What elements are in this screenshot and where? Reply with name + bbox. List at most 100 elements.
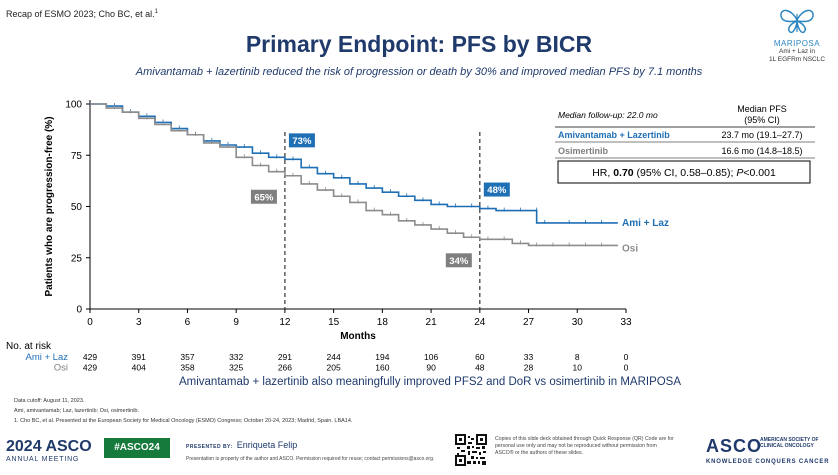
presenter-name: Enriqueta Felip (236, 440, 298, 450)
risk-count: 404 (132, 363, 146, 373)
curve-ami-laz (90, 103, 618, 224)
risk-count: 291 (278, 352, 292, 362)
qr-code-icon[interactable] (455, 434, 487, 466)
x-tick-label: 21 (426, 317, 438, 328)
meeting-year: 2024 (6, 438, 42, 455)
risk-count: 332 (229, 352, 243, 362)
risk-arm-label: Ami + Laz (25, 352, 68, 363)
x-tick-label: 6 (185, 317, 191, 328)
logo-name: MARIPOSA (773, 39, 821, 48)
slide-title: Primary Endpoint: PFS by BICR (245, 31, 593, 57)
landmark-box (288, 133, 315, 148)
hr-part: (95% CI, 0.58–0.85); (634, 167, 737, 179)
risk-count: 160 (375, 363, 389, 373)
summary-value: 16.6 mo (14.8–18.5) (721, 146, 802, 156)
risk-count: 429 (83, 363, 97, 373)
logo-line-2: 1L EGFRm NSCLC (768, 56, 826, 63)
landmark-label: 73% (292, 136, 312, 147)
slide-subtitle: Amivantamab + lazertinib reduced the ris… (135, 66, 703, 78)
risk-count: 194 (375, 352, 389, 362)
summary-col-subheader: (95% CI) (744, 115, 780, 125)
x-tick-label: 12 (279, 317, 291, 328)
risk-count: 0 (624, 352, 629, 362)
risk-count: 391 (132, 352, 146, 362)
hr-part: 0.70 (613, 167, 634, 179)
x-tick-label: 9 (233, 317, 239, 328)
endpoint-note: Amivantamab + lazertinib also meaningful… (178, 376, 682, 388)
risk-count: 28 (524, 363, 534, 373)
qr-note: Copies of this slide deck obtained throu… (495, 436, 674, 456)
property-note: Presentation is property of the author a… (186, 456, 435, 462)
hr-part: HR, (592, 167, 613, 179)
x-axis-title: Months (340, 331, 376, 342)
y-tick-label: 25 (71, 253, 83, 264)
risk-arm-label: Osi (54, 363, 68, 374)
risk-count: 357 (180, 352, 194, 362)
curves-group (90, 103, 618, 247)
x-tick-label: 24 (474, 317, 486, 328)
risk-count: 90 (426, 363, 436, 373)
risk-count: 325 (229, 363, 243, 373)
x-tick-label: 33 (620, 317, 632, 328)
risk-count: 33 (524, 352, 534, 362)
logo-line-1: Ami + Laz in (779, 48, 815, 55)
landmark-label: 34% (449, 256, 469, 267)
risk-count: 48 (475, 363, 485, 373)
footnote-reference: 1. Cho BC, et al. Presented at the Europ… (14, 418, 353, 424)
x-tick-label: 27 (523, 317, 535, 328)
landmark-box (250, 189, 277, 204)
y-tick-label: 50 (71, 202, 83, 213)
risk-count: 106 (424, 352, 438, 362)
footnote-cutoff: Data cutoff: August 11, 2023. (14, 398, 85, 404)
landmark-box (445, 253, 472, 268)
risk-count: 10 (573, 363, 583, 373)
y-tick-label: 0 (76, 305, 82, 316)
landmark-label: 48% (487, 185, 507, 196)
asco-meeting-logo: 2024 ASCO (6, 438, 92, 456)
hr-box (557, 160, 811, 184)
annual-meeting-label: ANNUAL MEETING (6, 456, 80, 463)
risk-count: 0 (624, 363, 629, 373)
hr-part: <0.001 (743, 167, 776, 179)
asco-society-name: AMERICAN SOCIETY OF CLINICAL ONCOLOGY (760, 437, 819, 449)
x-tick-label: 0 (87, 317, 93, 328)
risk-count: 244 (327, 352, 341, 362)
landmark-box (483, 182, 510, 197)
risk-count: 358 (180, 363, 194, 373)
x-tick-label: 15 (328, 317, 340, 328)
x-tick-label: 3 (136, 317, 142, 328)
risk-count: 205 (327, 363, 341, 373)
summary-arm: Osimertinib (558, 146, 609, 156)
presented-by: PRESENTED BY: Enriqueta Felip (186, 440, 297, 450)
x-tick-label: 30 (572, 317, 584, 328)
recap-text: Recap of ESMO 2023; Cho BC, et al. (6, 9, 155, 19)
summary-value: 23.7 mo (19.1–27.7) (721, 130, 802, 140)
landmark-label: 65% (254, 192, 274, 203)
summary-arm: Amivantamab + Lazertinib (558, 130, 670, 140)
footnote-abbreviations: Ami, amivantamab; Laz, lazertinib; Osi, … (14, 408, 140, 414)
median-followup: Median follow-up: 22.0 mo (558, 110, 658, 120)
y-tick-label: 75 (71, 151, 83, 162)
butterfly-icon (780, 9, 814, 34)
y-tick-label: 100 (65, 100, 82, 111)
risk-count: 429 (83, 352, 97, 362)
recap-superscript: 1 (154, 9, 158, 15)
summary-col-header: Median PFS (737, 104, 787, 114)
curve-end-label: Osi (622, 243, 638, 254)
asco-logo: ASCO (706, 436, 763, 456)
axes-group: 0 25 50 75 100 0 3 6 9 12 15 18 21 24 27 30 33 Months Pati… (44, 100, 632, 343)
y-axis-title: Patients who are progression-free (%) (44, 116, 55, 296)
recap-citation: Recap of ESMO 2023; Cho BC, et al.1 (6, 9, 158, 19)
meeting-asco: ASCO (45, 438, 92, 455)
asco-tagline: KNOWLEDGE CONQUERS CANCER (706, 459, 830, 465)
risk-count: 266 (278, 363, 292, 373)
curve-osi (90, 103, 618, 247)
hr-text: HR, 0.70 (95% CI, 0.58–0.85); P<0.001 (592, 167, 776, 179)
mariposa-logo: MARIPOSA Ami + Laz in 1L EGFRm NSCLC (760, 6, 834, 64)
risk-table-title: No. at risk (6, 341, 52, 352)
labels-group: 73% 65% 48% 34% Ami + Laz Osi (250, 133, 669, 268)
risk-count: 60 (475, 352, 485, 362)
